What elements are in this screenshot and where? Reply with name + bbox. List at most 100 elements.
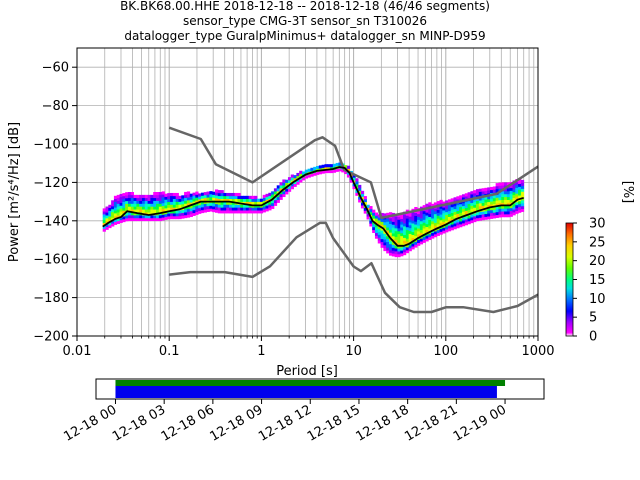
histogram-cell [170,216,174,220]
histogram-cell [512,197,516,201]
histogram-cell [411,234,415,238]
histogram-cell [481,188,485,192]
histogram-cell [355,181,359,185]
histogram-cell [473,204,477,208]
histogram-cell [405,218,410,222]
histogram-cell [355,178,359,182]
histogram-cell [254,201,258,205]
histogram-cell [276,199,280,203]
histogram-cell [431,221,435,225]
histogram-cell [231,201,236,205]
histogram-cell [408,239,412,243]
histogram-cell [473,193,477,197]
histogram-cell [515,207,519,211]
histogram-cell [358,190,362,194]
histogram-cell [178,198,182,202]
histogram-cell [419,218,424,222]
histogram-cell [167,216,171,220]
histogram-cell [279,193,283,198]
histogram-cell [417,222,421,226]
histogram-cell [220,190,224,194]
histogram-cell [161,208,165,212]
histogram-cell [419,232,424,236]
histogram-cell [144,203,149,207]
histogram-cell [144,209,149,213]
histogram-cell [240,204,244,208]
histogram-cell [461,217,466,221]
histogram-cell [217,192,221,197]
histogram-cell [417,225,421,229]
histogram-cell [515,196,519,200]
histogram-cell [439,222,443,227]
histogram-cell [501,202,505,206]
histogram-cell [150,200,154,204]
histogram-cell [237,207,241,211]
histogram-cell [408,216,412,220]
histogram-cell [251,195,255,200]
histogram-cell [459,203,463,208]
histogram-cell [470,191,474,195]
histogram-cell [433,225,438,229]
histogram-cell [520,179,525,184]
y-tick-label: −80 [42,99,69,114]
histogram-cell [231,204,236,208]
histogram-cell [316,165,320,170]
histogram-cell [338,162,342,166]
histogram-cell [153,217,157,222]
histogram-cell [184,214,188,219]
histogram-cell [164,202,168,206]
histogram-cell [400,227,404,231]
histogram-cell [419,221,424,225]
histogram-cell [397,236,401,240]
histogram-cell [335,162,339,167]
histogram-cell [425,209,429,213]
histogram-cell [447,228,452,232]
histogram-cell [186,211,191,215]
histogram-cell [200,209,205,214]
histogram-cell [105,206,109,210]
histogram-cell [442,218,446,222]
histogram-cell [175,204,179,208]
histogram-cell [363,196,367,200]
histogram-cell [209,208,213,212]
colorbar-ticks: 0 5 10 15 20 25 30 [573,217,606,345]
histogram-cell [116,206,120,210]
histogram-cell [141,200,146,204]
histogram-cell [467,200,471,205]
histogram-cell [245,204,250,208]
histogram-cell [417,239,421,243]
histogram-cell [119,205,123,209]
histogram-cell [450,198,454,202]
histogram-cell [245,195,250,200]
histogram-cell [509,213,513,217]
histogram-cell [175,192,179,197]
histogram-cell [189,205,193,209]
histogram-cell [450,215,454,219]
histogram-cell [251,207,255,211]
histogram-cell [386,241,390,245]
histogram-cell [178,204,182,208]
histogram-cell [394,230,398,235]
histogram-cell [369,208,373,213]
histogram-cell [136,209,140,213]
histogram-cell [133,212,137,216]
histogram-cell [386,218,390,222]
histogram-cell [167,193,171,197]
histogram-cell [136,197,140,201]
histogram-cell [226,210,230,214]
histogram-cell [447,225,452,229]
histogram-cell [147,203,151,207]
histogram-cell [133,215,137,219]
histogram-cell [268,195,272,199]
histogram-cell [184,191,188,196]
histogram-cell [108,213,112,217]
histogram-cell [414,218,418,222]
histogram-cell [251,210,255,214]
histogram-cell [296,181,300,185]
histogram-cell [276,185,280,189]
histogram-cell [425,203,429,207]
histogram-cell [158,200,163,204]
histogram-cell [512,206,516,210]
histogram-cell [397,254,401,258]
histogram-cell [372,224,376,228]
